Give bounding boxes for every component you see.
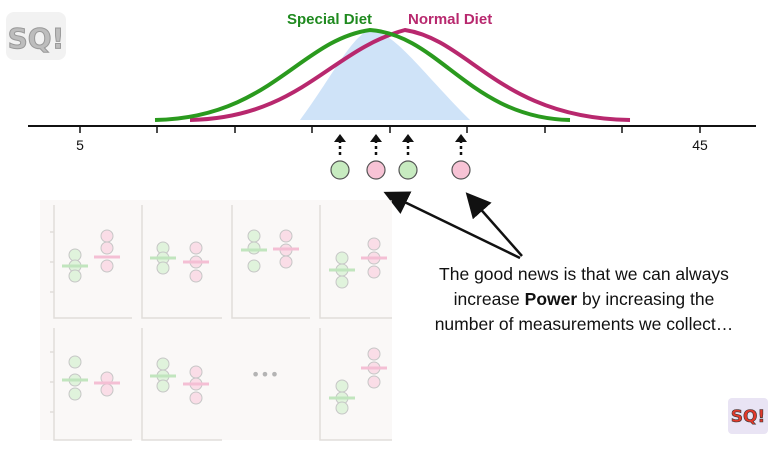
caption-line-3: number of measurements we collect… [434, 314, 734, 334]
measurement-arrowheads [334, 134, 467, 142]
experiment-grid: ••• [40, 200, 392, 441]
pointer-arrow [383, 191, 521, 260]
tick-label-5: 5 [76, 137, 84, 153]
caption-power-word: Power [524, 289, 578, 309]
statquest-logo-top: SQ! [6, 12, 66, 60]
axis-ticks [79, 126, 701, 133]
special-diet-curve [154, 27, 571, 122]
svg-text:SQ!: SQ! [731, 407, 765, 427]
pointer-arrow [465, 192, 523, 257]
measurement-dot-green [398, 160, 418, 180]
grid-ellipsis: ••• [251, 365, 279, 384]
legend-normal-diet: Normal Diet [408, 11, 493, 28]
tick-label-45: 45 [692, 137, 708, 153]
overlap-region [300, 30, 470, 120]
statquest-logo-bottom: SQ! [728, 398, 768, 434]
caption-line-2-pre: increase [453, 289, 525, 309]
measurement-dot-pink [451, 160, 471, 180]
caption-line-1: The good news is that we can always [439, 264, 729, 284]
normal-diet-curve [189, 27, 631, 122]
legend-special-diet: Special Diet [287, 11, 373, 28]
caption-text: The good news is that we can always incr… [408, 262, 760, 337]
measurement-dot-green [330, 160, 350, 180]
measurement-dot-pink [366, 160, 386, 180]
measurement-arrows [338, 140, 463, 155]
svg-text:SQ!: SQ! [8, 22, 65, 55]
caption-line-2-post: by increasing the [577, 289, 715, 309]
